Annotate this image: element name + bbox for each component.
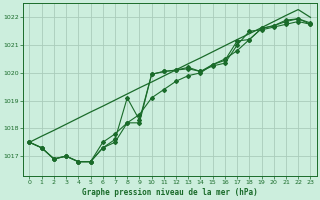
X-axis label: Graphe pression niveau de la mer (hPa): Graphe pression niveau de la mer (hPa): [82, 188, 258, 197]
